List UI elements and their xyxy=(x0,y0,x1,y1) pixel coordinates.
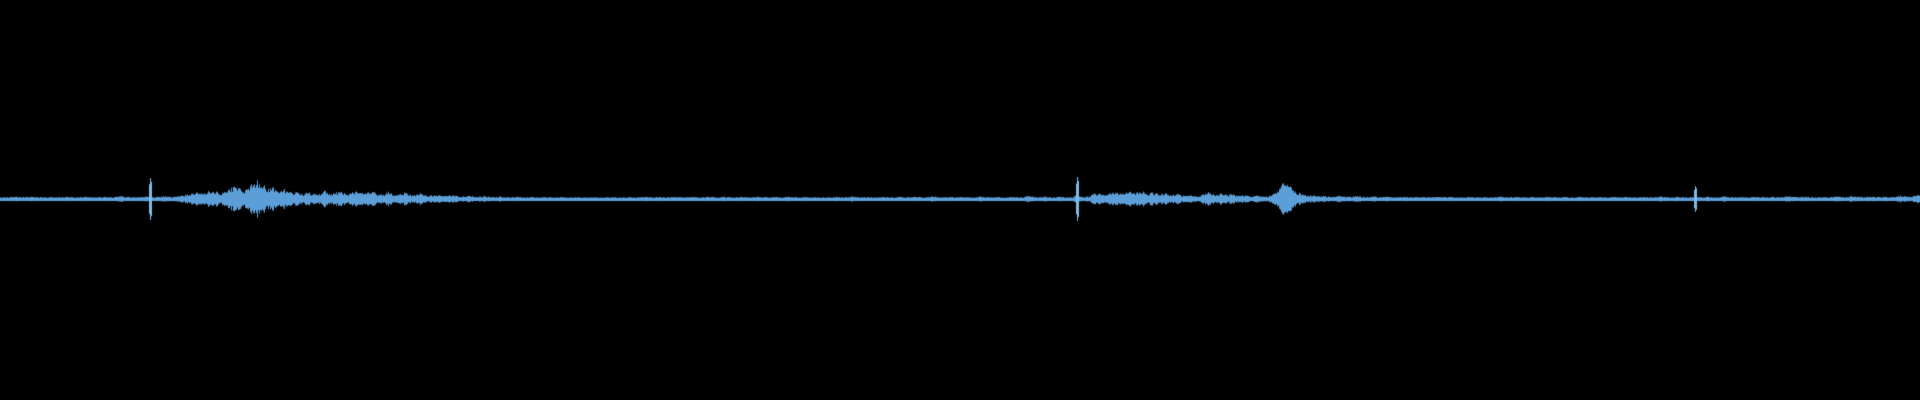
audio-waveform-viewer[interactable] xyxy=(0,0,1920,400)
waveform-canvas[interactable] xyxy=(0,0,1920,400)
